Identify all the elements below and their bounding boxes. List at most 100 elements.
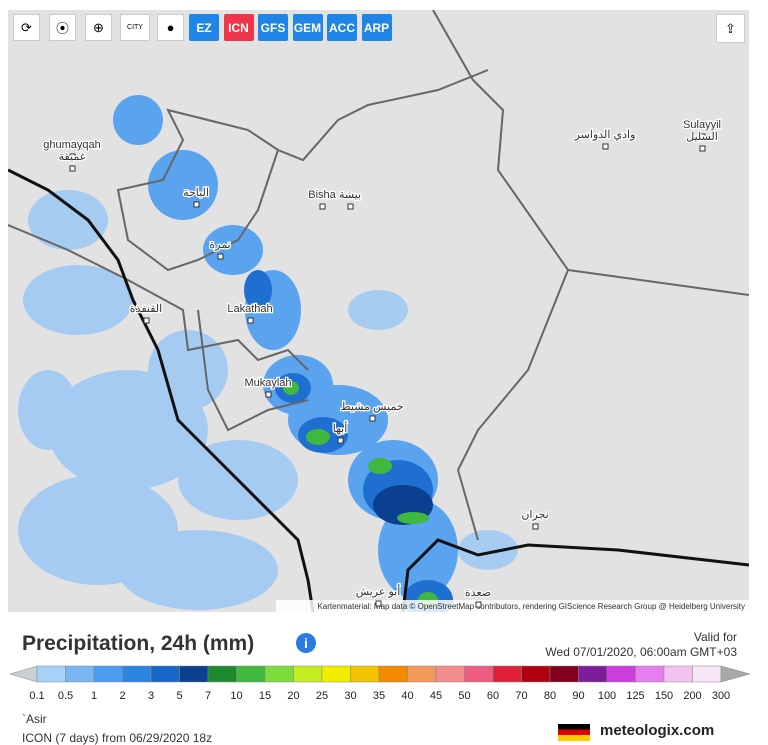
legend-swatch: [692, 665, 722, 683]
legend-label: 60: [486, 690, 500, 702]
legend-label: 5: [176, 690, 183, 702]
legend-swatch: [521, 665, 551, 683]
attribution-bg: [276, 600, 749, 612]
legend-swatch: [435, 665, 465, 683]
legend-over: [720, 665, 751, 683]
place-label: أبو عريش: [356, 584, 401, 598]
legend-swatch: [293, 665, 323, 683]
place-label: ghumayqah: [43, 139, 101, 151]
place-label: صعدة: [465, 587, 491, 599]
legend-swatch: [122, 665, 152, 683]
place-label: غميقة: [59, 151, 86, 163]
marker-button[interactable]: ●: [157, 14, 184, 41]
flag: [558, 724, 590, 741]
legend-swatch: [179, 665, 209, 683]
model-button[interactable]: GEM: [292, 14, 323, 41]
model-button[interactable]: ARP: [361, 14, 392, 41]
legend-swatch: [663, 665, 693, 683]
city-button[interactable]: CITY: [120, 14, 150, 41]
legend-label: 125: [626, 690, 645, 702]
legend-swatch: [65, 665, 95, 683]
place-marker: [347, 203, 354, 210]
legend-label: 1: [90, 690, 98, 702]
legend-label: 10: [230, 690, 243, 702]
legend-swatch: [407, 665, 437, 683]
brand: meteologix.com: [600, 722, 715, 739]
legend-label: 35: [372, 690, 386, 702]
place-marker: [699, 145, 706, 152]
legend-swatch: [236, 665, 266, 683]
legend-label: 45: [429, 690, 443, 702]
place-marker: [602, 143, 609, 150]
place-label: Bisha: [308, 189, 336, 201]
place-marker: [247, 317, 254, 324]
legend-label: 300: [711, 690, 731, 702]
place-label: وادي الدواسر: [574, 129, 636, 141]
place-marker: [532, 523, 539, 530]
legend-label: 20: [287, 690, 300, 702]
legend-label: 40: [401, 690, 414, 702]
legend-title: Precipitation, 24h (mm): [22, 632, 255, 655]
legend-swatch: [578, 665, 608, 683]
place-marker: [69, 165, 76, 172]
valid-time: Wed 07/01/2020, 06:00am GMT+03: [545, 645, 737, 659]
legend-swatch: [264, 665, 294, 683]
legend-label: 100: [597, 690, 617, 702]
valid-label: Valid for: [693, 630, 737, 644]
precip-green: [283, 381, 438, 608]
legend-label: 90: [572, 690, 585, 702]
legend-label: 2: [119, 690, 126, 702]
place-label: نجران: [521, 509, 548, 521]
legend-swatch: [36, 665, 66, 683]
legend-swatch: [350, 665, 380, 683]
refresh-button[interactable]: ⟳: [13, 14, 40, 41]
precip-mid: [113, 95, 458, 600]
model-button[interactable]: EZ: [189, 14, 219, 41]
place-label: القنفذة: [130, 303, 162, 315]
legend-swatch: [606, 665, 636, 683]
place-marker: [69, 153, 76, 160]
info-button[interactable]: i: [296, 633, 316, 653]
legend-label: 0.1: [29, 690, 45, 702]
place-marker: [369, 415, 376, 422]
place-label: Lakathah: [227, 303, 272, 315]
place-label: السليل: [686, 131, 718, 143]
legend-label: 70: [515, 690, 528, 702]
place-label: Mukaylah: [244, 377, 291, 389]
borders: [8, 10, 749, 541]
place-label: أبها: [333, 421, 348, 435]
attribution: Kartenmaterial: Map data © OpenStreetMap…: [317, 602, 745, 611]
coastline: [8, 168, 749, 612]
model-button[interactable]: GFS: [258, 14, 288, 41]
zoom-button[interactable]: ⊕: [85, 14, 112, 41]
legend-swatch: [635, 665, 665, 683]
place-marker: [319, 203, 326, 210]
legend-label: 3: [147, 690, 155, 702]
legend-under: [9, 665, 38, 683]
place-marker: [217, 253, 224, 260]
share-button[interactable]: ⇪: [716, 14, 745, 43]
legend-swatch: [378, 665, 408, 683]
precip-light: [18, 190, 518, 610]
legend-bar: [9, 665, 751, 683]
legend-swatch: [549, 665, 579, 683]
model-button[interactable]: ICN: [223, 14, 254, 41]
legend-label: 80: [543, 690, 557, 702]
legend-swatch: [93, 665, 123, 683]
legend-swatch: [207, 665, 237, 683]
map[interactable]: Kartenmaterial: Map data © OpenStreetMap…: [8, 10, 749, 612]
place-label: نمرة: [209, 239, 230, 251]
model-button[interactable]: ACC: [327, 14, 357, 41]
legend-label: 0.5: [57, 690, 74, 702]
legend-label: 7: [204, 690, 212, 702]
legend-label: 25: [315, 690, 329, 702]
legend-swatch: [321, 665, 351, 683]
place-marker: [699, 133, 706, 140]
place-label: بيشة: [339, 189, 361, 201]
place-marker: [475, 601, 482, 608]
location-button[interactable]: ⦿: [49, 14, 76, 41]
legend-label: 30: [344, 690, 357, 702]
region: `Asir: [22, 712, 47, 726]
legend-label: 200: [683, 690, 702, 702]
